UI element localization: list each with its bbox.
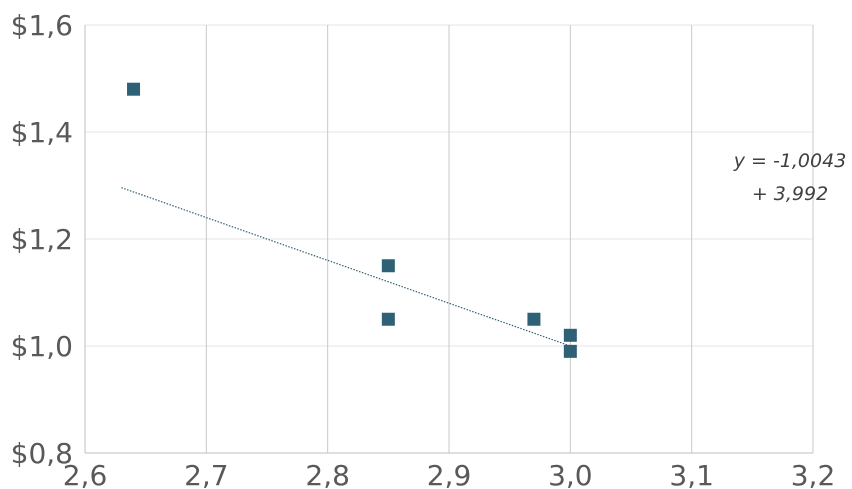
x-tick-label: 3,0: [548, 459, 593, 489]
y-tick-label: $1,2: [11, 223, 73, 256]
grid: [85, 24, 814, 453]
x-tick-label: 2,7: [184, 459, 229, 489]
data-point: [381, 259, 395, 273]
data-point: [527, 312, 541, 326]
x-tick-label: 2,6: [63, 459, 108, 489]
trendline-path: [121, 187, 571, 347]
y-tick-label: $0,8: [11, 437, 73, 470]
data-point: [563, 328, 577, 342]
x-tick-label: 3,2: [791, 459, 836, 489]
equation-line-1: y = -1,0043: [733, 150, 847, 172]
trendline-equation: y = -1,0043 + 3,992: [733, 150, 847, 205]
data-point: [127, 82, 141, 96]
x-tick-label: 2,9: [427, 459, 472, 489]
axes: [84, 25, 813, 454]
y-tick-label: $1,0: [11, 330, 73, 363]
tick-labels: $0,8 $1,0 $1,2 $1,4 $1,6 2,6 2,7 2,8 2,9 3,0 3,1 3,…: [11, 9, 836, 489]
data-points: [127, 82, 577, 358]
data-point: [563, 344, 577, 358]
data-point: [381, 312, 395, 326]
x-tick-label: 3,1: [669, 459, 714, 489]
trendline: [121, 187, 571, 347]
y-tick-label: $1,6: [11, 9, 73, 42]
x-tick-label: 2,8: [305, 459, 350, 489]
equation-line-2: + 3,992: [752, 183, 828, 205]
y-tick-label: $1,4: [11, 116, 73, 149]
